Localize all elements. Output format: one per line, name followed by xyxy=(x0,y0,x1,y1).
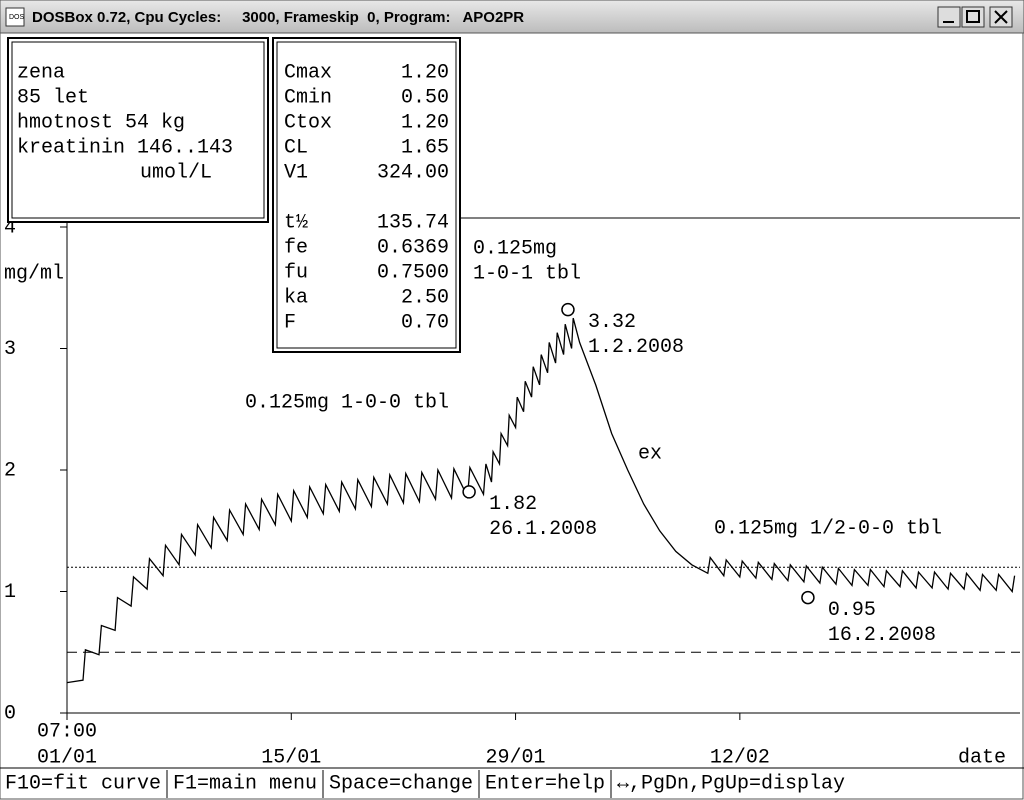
measured-point xyxy=(462,485,476,499)
y-axis-label: mg/ml xyxy=(4,262,64,285)
app-icon-glyph: DOS xyxy=(9,14,25,21)
x-tick-label: 12/02 xyxy=(710,746,770,769)
close-glyph xyxy=(994,10,1008,24)
x-tick-label: 15/01 xyxy=(261,746,321,769)
status-item[interactable]: Space=change xyxy=(329,772,473,795)
measured-point xyxy=(561,302,575,317)
parameter-name: Cmin xyxy=(284,86,332,109)
measured-value: 3.32 xyxy=(588,311,636,334)
parameter-value: 2.50 xyxy=(401,286,449,309)
parameter-name: t½ xyxy=(284,211,308,234)
parameter-value: 0.7500 xyxy=(377,261,449,284)
parameter-name: Ctox xyxy=(284,111,332,134)
x-time-label: 07:00 xyxy=(37,720,97,743)
y-tick-label: 1 xyxy=(4,581,16,604)
parameter-name: fe xyxy=(284,236,308,259)
patient-line: umol/L xyxy=(140,161,212,184)
parameter-value: 1.20 xyxy=(401,61,449,84)
parameter-name: ka xyxy=(284,286,308,309)
annotation: ex xyxy=(638,442,662,465)
parameter-name: fu xyxy=(284,261,308,284)
x-tick-label: 29/01 xyxy=(486,746,546,769)
parameter-value: 1.65 xyxy=(401,136,449,159)
patient-line: kreatinin 146..143 xyxy=(17,136,233,159)
measured-date: 16.2.2008 xyxy=(828,624,936,647)
parameter-value: 0.70 xyxy=(401,311,449,334)
patient-line: zena xyxy=(17,61,65,84)
minimize-button[interactable] xyxy=(937,6,961,28)
patient-panel xyxy=(7,37,269,223)
parameter-value: 0.6369 xyxy=(377,236,449,259)
y-tick-label: 3 xyxy=(4,338,16,361)
y-tick-label: 2 xyxy=(4,459,16,482)
parameter-name: F xyxy=(284,311,296,334)
parameter-value: 135.74 xyxy=(377,211,449,234)
parameter-panel-inner xyxy=(276,41,457,349)
parameter-panel xyxy=(272,37,461,353)
concentration-line xyxy=(66,317,1016,684)
app-icon xyxy=(5,7,25,27)
parameter-name: CL xyxy=(284,136,308,159)
patient-line: 85 let xyxy=(17,86,89,109)
parameter-value: 1.20 xyxy=(401,111,449,134)
x-tick-label: 01/01 xyxy=(37,746,97,769)
patient-panel-inner xyxy=(11,41,265,219)
window-buttons xyxy=(937,6,1013,28)
status-item[interactable]: F1=main menu xyxy=(173,772,317,795)
parameter-name: Cmax xyxy=(284,61,332,84)
status-item[interactable]: ↔,PgDn,PgUp=display xyxy=(617,772,845,795)
annotation: 1-0-1 tbl xyxy=(473,262,581,285)
measured-value: 0.95 xyxy=(828,599,876,622)
status-item[interactable]: F10=fit curve xyxy=(5,772,161,795)
annotation: 0.125mg xyxy=(473,237,557,260)
status-item[interactable]: Enter=help xyxy=(485,772,605,795)
measured-date: 1.2.2008 xyxy=(588,336,684,359)
maximize-glyph xyxy=(966,10,980,23)
patient-line: hmotnost 54 kg xyxy=(17,111,185,134)
x-axis-label: date xyxy=(958,746,1006,769)
annotation: 0.125mg 1-0-0 tbl xyxy=(245,391,449,414)
measured-point xyxy=(801,590,815,605)
measured-date: 26.1.2008 xyxy=(489,518,597,541)
window-frame xyxy=(0,32,1024,800)
window-title: DOSBox 0.72, Cpu Cycles: 3000, Frameskip… xyxy=(32,9,524,26)
y-tick-label: 0 xyxy=(4,702,16,725)
annotation: 0.125mg 1/2-0-0 tbl xyxy=(714,517,942,540)
parameter-value: 0.50 xyxy=(401,86,449,109)
measured-value: 1.82 xyxy=(489,493,537,516)
parameter-value: 324.00 xyxy=(377,161,449,184)
parameter-name: V1 xyxy=(284,161,308,184)
